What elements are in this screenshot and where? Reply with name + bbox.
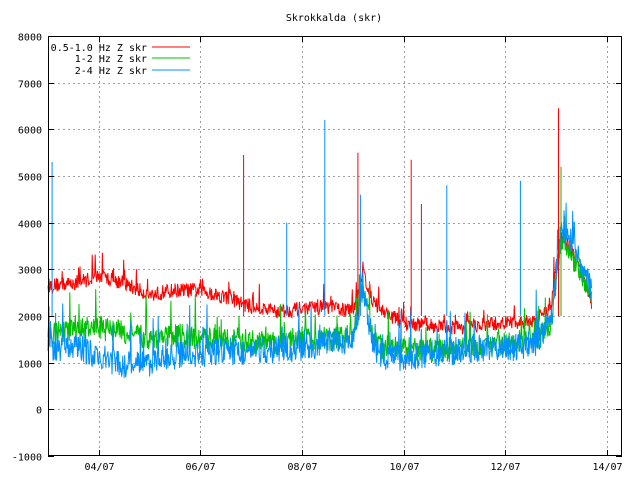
grid-lines: [48, 36, 622, 456]
y-tick-label: 3000: [18, 266, 42, 277]
y-tick-label: 6000: [18, 126, 42, 137]
y-tick-label: 8000: [18, 33, 42, 44]
legend-label-0: 0.5-1.0 Hz Z skr: [51, 43, 147, 54]
x-tick-label: 12/07: [490, 462, 520, 473]
y-tick-label: 2000: [18, 313, 42, 324]
legend: 0.5-1.0 Hz Z skr 1-2 Hz Z skr 2-4 Hz Z s…: [51, 43, 190, 77]
legend-label-2: 2-4 Hz Z skr: [75, 66, 147, 77]
legend-label-1: 1-2 Hz Z skr: [75, 54, 147, 65]
y-tick-label: 4000: [18, 220, 42, 231]
x-tick-label: 10/07: [389, 462, 419, 473]
axes: -1000 0 1000 2000 3000 4000 5000 6000 7000 8000 04…: [12, 33, 623, 474]
x-tick-label: 04/07: [84, 462, 114, 473]
plot-frame: [48, 36, 622, 456]
x-tick-label: 06/07: [185, 462, 215, 473]
y-tick-label: 0: [36, 406, 42, 417]
x-tick-label: 08/07: [287, 462, 317, 473]
series-lines: [47, 108, 592, 378]
y-tick-label: 7000: [18, 80, 42, 91]
series-line-2: [47, 202, 592, 378]
y-tick-label: 5000: [18, 173, 42, 184]
chart-title: Skrokkalda (skr): [286, 13, 382, 24]
x-tick-label: 14/07: [592, 462, 622, 473]
series-line-0: [47, 232, 592, 335]
y-tick-label: -1000: [12, 453, 42, 464]
y-tick-label: 1000: [18, 360, 42, 371]
